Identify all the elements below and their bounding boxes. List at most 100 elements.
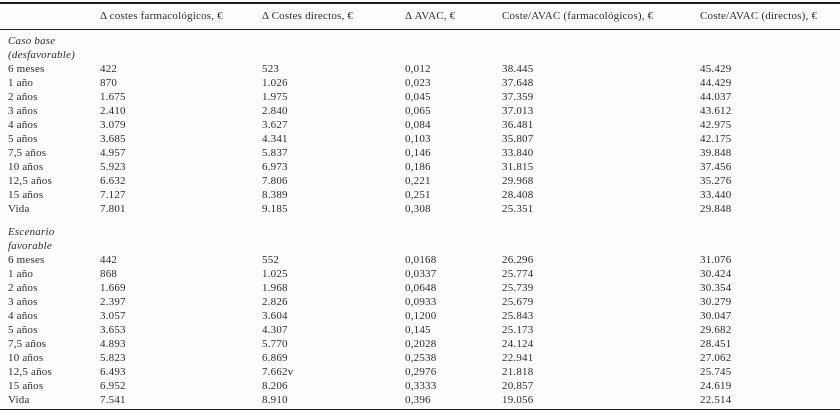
cell-value: 8.910 [262, 394, 288, 406]
cell-value: 0,221 [405, 175, 431, 187]
cell-value: 37.456 [700, 161, 732, 173]
cell-value: 3.604 [262, 310, 288, 322]
cell-value: 4.341 [262, 133, 288, 145]
table-top-rule [0, 2, 840, 4]
cell-value: 1.675 [100, 91, 126, 103]
section-title-line: favorable [8, 240, 52, 252]
cell-value: 29.682 [700, 324, 732, 336]
cell-value: 0,065 [405, 105, 431, 117]
cell-value: 0,2976 [405, 366, 437, 378]
row-label: 3 años [8, 105, 38, 117]
cell-value: 868 [100, 268, 118, 280]
cell-value: 0,0337 [405, 268, 437, 280]
row-label: 15 años [8, 380, 44, 392]
row-label: 4 años [8, 310, 38, 322]
row-label: 2 años [8, 91, 38, 103]
cell-value: 2.840 [262, 105, 288, 117]
column-header-coste-avac-directos: Coste/AVAC (directos), € [700, 10, 818, 22]
cell-value: 0,0933 [405, 296, 437, 308]
cell-value: 2.410 [100, 105, 126, 117]
cell-value: 0,2538 [405, 352, 437, 364]
cell-value: 0,186 [405, 161, 431, 173]
cell-value: 6.973 [262, 161, 288, 173]
cell-value: 29.968 [502, 175, 534, 187]
cell-value: 6.493 [100, 366, 126, 378]
table-bottom-rule [0, 409, 840, 410]
row-label: 12,5 años [8, 175, 52, 187]
cell-value: 25.351 [502, 203, 534, 215]
cell-value: 25.843 [502, 310, 534, 322]
cell-value: 44.429 [700, 77, 732, 89]
cell-value: 0,0168 [405, 254, 437, 266]
cell-value: 35.807 [502, 133, 534, 145]
cell-value: 1.968 [262, 282, 288, 294]
cell-value: 4.893 [100, 338, 126, 350]
cell-value: 35.276 [700, 175, 732, 187]
row-label-header [0, 10, 100, 23]
row-label: 6 meses [8, 63, 45, 75]
section-title-line: Caso base [8, 35, 56, 47]
cell-value: 22.514 [700, 394, 732, 406]
row-label: 1 año [8, 77, 34, 89]
cell-value: 442 [100, 254, 118, 266]
cell-value: 3.685 [100, 133, 126, 145]
cell-value: 0,103 [405, 133, 431, 145]
row-label: 12,5 años [8, 366, 52, 378]
table-header-rule [0, 29, 840, 30]
cell-value: 3.653 [100, 324, 126, 336]
row-label: 2 años [8, 282, 38, 294]
row-label: Vida [8, 203, 30, 215]
row-label: 15 años [8, 189, 44, 201]
cell-value: 30.424 [700, 268, 732, 280]
cell-value: 31.815 [502, 161, 534, 173]
row-label: 4 años [8, 119, 38, 131]
cell-value: 7.806 [262, 175, 288, 187]
cell-value: 43.612 [700, 105, 732, 117]
cell-value: 28.408 [502, 189, 534, 201]
cell-value: 5.770 [262, 338, 288, 350]
row-label: 7,5 años [8, 147, 47, 159]
cell-value: 30.047 [700, 310, 732, 322]
cell-value: 5.823 [100, 352, 126, 364]
table-header-row: Δ costes farmacológicos, € Δ Costes dire… [0, 10, 840, 23]
cell-value: 3.079 [100, 119, 126, 131]
cell-value: 20.857 [502, 380, 534, 392]
cell-value: 4.307 [262, 324, 288, 336]
cell-value: 25.774 [502, 268, 534, 280]
row-label: 5 años [8, 133, 38, 145]
cell-value: 7.801 [100, 203, 126, 215]
cell-value: 870 [100, 77, 118, 89]
cell-value: 42.175 [700, 133, 732, 145]
section-title: Caso base (desfavorable) [0, 34, 840, 62]
cell-value: 38.445 [502, 63, 534, 75]
cell-value: 0,0648 [405, 282, 437, 294]
cell-value: 42.975 [700, 119, 732, 131]
cell-value: 1.975 [262, 91, 288, 103]
cell-value: 5.837 [262, 147, 288, 159]
cell-value: 8.389 [262, 189, 288, 201]
cell-value: 19.056 [502, 394, 534, 406]
section-title-line: Escenario [8, 226, 55, 238]
cell-value: 31.076 [700, 254, 732, 266]
cell-value: 6.869 [262, 352, 288, 364]
cell-value: 0,2028 [405, 338, 437, 350]
cell-value: 0,023 [405, 77, 431, 89]
cell-value: 25.173 [502, 324, 534, 336]
cell-value: 422 [100, 63, 118, 75]
cell-value: 9.185 [262, 203, 288, 215]
row-label: 10 años [8, 161, 44, 173]
cell-value: 0,012 [405, 63, 431, 75]
cell-value: 0,308 [405, 203, 431, 215]
cell-value: 0,084 [405, 119, 431, 131]
column-header-coste-avac-farmacologicos: Coste/AVAC (farmacológicos), € [502, 10, 654, 22]
column-header-delta-avac: Δ AVAC, € [405, 10, 456, 22]
cell-value: 7.541 [100, 394, 126, 406]
cell-value: 6.632 [100, 175, 126, 187]
row-label: Vida [8, 394, 30, 406]
column-header-delta-costes-farmacologicos: Δ costes farmacológicos, € [100, 10, 223, 22]
cell-value: 25.679 [502, 296, 534, 308]
cell-value: 30.354 [700, 282, 732, 294]
cell-value: 1.669 [100, 282, 126, 294]
cell-value: 21.818 [502, 366, 534, 378]
section-title-line: (desfavorable) [8, 49, 75, 61]
